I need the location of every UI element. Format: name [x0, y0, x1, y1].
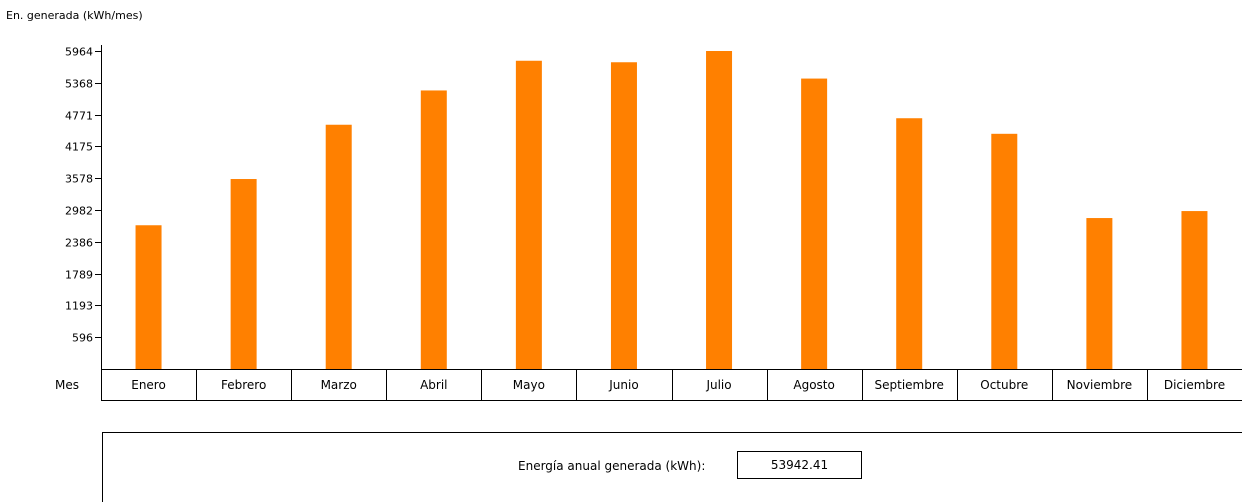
- bar-diciembre: [1181, 211, 1208, 369]
- y-tick-label: 2982: [65, 205, 93, 218]
- x-axis-label: Mes: [55, 378, 79, 392]
- x-tick-label: Octubre: [980, 378, 1028, 392]
- bar-mayo: [515, 60, 542, 370]
- bar-octubre: [991, 133, 1018, 369]
- bar-agosto: [801, 78, 828, 369]
- y-axis-label: En. generada (kWh/mes): [6, 9, 143, 22]
- y-tick-label: 1789: [65, 269, 93, 282]
- x-tick-label: Septiembre: [875, 378, 944, 392]
- bar-marzo: [325, 124, 352, 369]
- x-tick-label: Abril: [420, 378, 447, 392]
- x-tick-label: Marzo: [321, 378, 357, 392]
- x-tick-label: Junio: [608, 378, 638, 392]
- x-tick-label: Febrero: [221, 378, 266, 392]
- x-tick-label: Enero: [131, 378, 166, 392]
- annual-energy-label: Energía anual generada (kWh):: [518, 459, 706, 473]
- bar-junio: [610, 62, 637, 370]
- y-tick-label: 596: [72, 332, 93, 345]
- y-tick-label: 5964: [65, 46, 93, 59]
- bar-julio: [706, 51, 733, 369]
- x-tick-label: Mayo: [513, 378, 545, 392]
- x-tick-label: Julio: [705, 378, 731, 392]
- bar-enero: [135, 225, 162, 369]
- y-tick-label: 1193: [65, 300, 93, 313]
- bar-abril: [420, 90, 447, 370]
- bar-noviembre: [1086, 218, 1113, 369]
- y-tick-label: 3578: [65, 173, 93, 186]
- x-tick-label: Agosto: [793, 378, 834, 392]
- annual-energy-value: 53942.41: [737, 451, 862, 479]
- y-tick-label: 5368: [65, 78, 93, 91]
- x-tick-label: Noviembre: [1067, 378, 1133, 392]
- bar-febrero: [230, 179, 257, 369]
- y-tick-label: 2386: [65, 237, 93, 250]
- y-tick-label: 4771: [65, 110, 93, 123]
- annual-summary-panel: [102, 432, 1242, 502]
- bar-septiembre: [896, 118, 923, 369]
- x-tick-label: Diciembre: [1164, 378, 1225, 392]
- monthly-energy-chart: 5964 5368 4771 4175 3578 2982 2386 1789 1193 596 M…: [55, 45, 1242, 401]
- y-tick-label: 4175: [65, 141, 93, 154]
